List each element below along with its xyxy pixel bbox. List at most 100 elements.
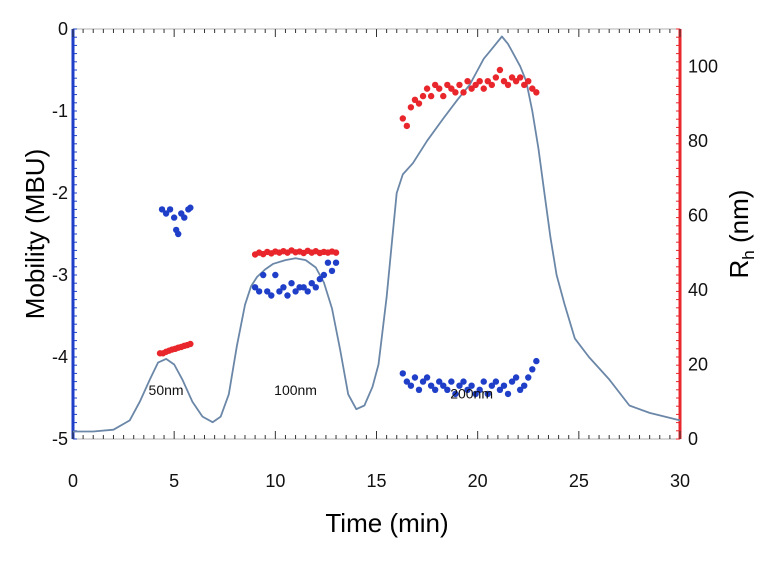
rh-point xyxy=(525,77,532,85)
mobility-point xyxy=(423,374,431,381)
right-axis-title-unit: (nm) xyxy=(724,190,754,251)
mobility-point xyxy=(300,284,307,291)
mobility-point xyxy=(187,204,194,211)
x-tick-label: 10 xyxy=(265,471,285,491)
mobility-point xyxy=(440,382,447,389)
mobility-point xyxy=(492,378,500,385)
x-tick-label: 5 xyxy=(169,471,179,491)
mobility-point xyxy=(175,230,182,238)
mobility-point xyxy=(411,374,419,381)
left-tick-label: 0 xyxy=(58,19,68,39)
right-tick-label: 100 xyxy=(688,56,718,76)
rh-point xyxy=(533,89,540,96)
rh-point xyxy=(187,340,194,348)
mobility-point xyxy=(158,206,166,213)
mobility-point xyxy=(170,214,178,221)
rh-point xyxy=(332,249,340,256)
plot-frame xyxy=(72,28,681,440)
right-tick-label: 60 xyxy=(688,205,708,225)
size-annotation: 200nm xyxy=(450,386,493,402)
mobility-point xyxy=(427,382,435,389)
rh-point xyxy=(440,92,447,100)
left-tick-label: -4 xyxy=(52,347,68,367)
mobility-point xyxy=(316,275,324,283)
mobility-point xyxy=(264,288,271,295)
mobility-point xyxy=(508,378,516,385)
mobility-point xyxy=(456,382,463,389)
rh-point xyxy=(500,77,508,85)
mobility-point xyxy=(312,284,319,291)
mobility-point xyxy=(251,284,259,291)
mobility-point xyxy=(525,374,532,381)
left-tick-label: -2 xyxy=(52,183,68,203)
rh-point xyxy=(452,89,459,96)
right-tick-label: 80 xyxy=(688,131,708,151)
mobility-point xyxy=(399,370,407,377)
mobility-point xyxy=(516,386,524,393)
rh-point xyxy=(444,81,451,89)
x-tick-label: 30 xyxy=(670,471,690,491)
x-tick-label: 25 xyxy=(569,471,589,491)
mobility-point xyxy=(272,271,279,279)
mobility-point xyxy=(464,386,471,393)
left-tick-label: -1 xyxy=(52,101,68,121)
mobility-point xyxy=(308,280,315,287)
rh-point xyxy=(415,100,423,107)
mobility-point xyxy=(496,386,504,393)
size-annotation: 50nm xyxy=(149,382,184,398)
rh-point xyxy=(484,77,491,85)
mobility-point xyxy=(328,267,336,275)
mobility-point xyxy=(468,382,475,389)
rh-point xyxy=(431,81,439,89)
points-layer xyxy=(156,66,540,398)
rh-point xyxy=(504,81,512,89)
mobility-point xyxy=(268,292,275,299)
mobility-point xyxy=(166,206,174,213)
mobility-point xyxy=(259,271,267,279)
mobility-point xyxy=(521,382,528,389)
mobility-point xyxy=(419,378,427,385)
mobility-point xyxy=(288,280,295,287)
rh-point xyxy=(492,74,500,81)
right-axis-title: Rh (nm) xyxy=(724,190,758,279)
size-annotation: 100nm xyxy=(274,382,317,398)
rh-point xyxy=(508,74,516,81)
mobility-point xyxy=(533,357,540,365)
mobility-point xyxy=(162,210,170,217)
mobility-point xyxy=(444,386,451,393)
tick-labels-layer: 0 5 10 15 20 25 30 0 -1 -2 -3 -4 -5 0 20 40 60 80 100 50nm 1… xyxy=(52,19,718,491)
right-tick-label: 0 xyxy=(688,429,698,449)
rh-point xyxy=(468,85,475,92)
left-axis-title: Mobility (MBU) xyxy=(20,149,50,319)
rh-point xyxy=(480,85,487,92)
mobility-point xyxy=(504,390,512,398)
mobility-point xyxy=(332,259,340,266)
mobility-point xyxy=(284,292,291,299)
left-tick-label: -5 xyxy=(52,429,68,449)
tick-marks xyxy=(72,28,681,440)
rh-point xyxy=(407,104,415,111)
rh-point xyxy=(448,85,455,92)
mobility-point xyxy=(324,259,332,266)
mobility-point xyxy=(280,284,287,291)
mobility-point xyxy=(472,390,479,398)
rh-point xyxy=(436,85,443,92)
right-axis-title-main: R xyxy=(724,260,754,279)
x-tick-label: 20 xyxy=(468,471,488,491)
mobility-point xyxy=(415,386,423,393)
mobility-point xyxy=(304,288,311,295)
rh-point xyxy=(488,81,496,89)
hydrodynamic-trace xyxy=(73,35,681,433)
mobility-point xyxy=(529,366,536,373)
rh-point xyxy=(403,122,411,130)
rh-point xyxy=(516,74,524,81)
x-tick-label: 0 xyxy=(68,471,78,491)
mobility-point xyxy=(292,288,299,295)
rh-point xyxy=(496,66,504,74)
mobility-point xyxy=(476,386,483,393)
rh-point xyxy=(472,81,479,89)
mobility-point xyxy=(448,378,455,385)
mobility-point xyxy=(320,271,328,279)
rh-point xyxy=(464,77,471,85)
right-tick-label: 40 xyxy=(688,280,708,300)
